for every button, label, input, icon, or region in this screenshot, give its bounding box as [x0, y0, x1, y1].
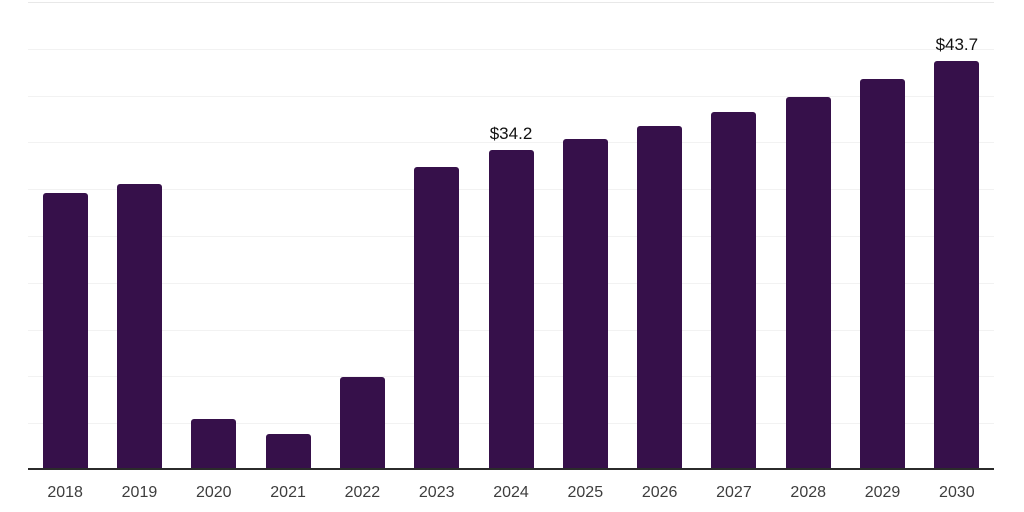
- bar-2027: [711, 112, 757, 470]
- x-tick-2029: 2029: [864, 484, 901, 501]
- value-label-2024: $34.2: [489, 123, 533, 143]
- x-axis-labels: 2018 2019 2020 2021 2022 2023 2024 2025 2026 2027…: [28, 484, 994, 504]
- x-tick-2028: 2028: [790, 484, 827, 501]
- x-tick-2030: 2030: [939, 484, 975, 501]
- bar-2029: [860, 78, 906, 470]
- value-label-2030: $43.7: [935, 34, 979, 54]
- x-tick-2022: 2022: [344, 484, 381, 501]
- bar-2026: [637, 125, 683, 470]
- x-tick-2026: 2026: [641, 484, 678, 501]
- x-tick-2018: 2018: [47, 484, 83, 501]
- bar-2021: [265, 433, 311, 470]
- x-tick-2027: 2027: [716, 484, 752, 501]
- gridline-y50: [28, 2, 994, 3]
- x-axis-line: [28, 468, 994, 470]
- gridline-y40: [28, 95, 994, 97]
- bar-2028: [785, 96, 831, 470]
- bar-2025: [562, 138, 608, 470]
- bar-2020: [191, 418, 237, 470]
- x-tick-2021: 2021: [270, 484, 306, 501]
- bar-2030: [934, 60, 980, 470]
- bar-2019: [116, 183, 162, 470]
- bar-2024: [488, 149, 534, 470]
- bar-2022: [339, 377, 385, 470]
- bar-2023: [414, 166, 460, 470]
- bar-2018: [42, 192, 88, 470]
- plot-area: $34.2 $43.7: [28, 2, 994, 470]
- x-tick-2020: 2020: [195, 484, 232, 501]
- x-tick-2025: 2025: [567, 484, 604, 501]
- x-tick-2023: 2023: [418, 484, 455, 501]
- gridline-y35: [28, 142, 994, 144]
- gridline-y45: [28, 48, 994, 50]
- x-tick-2019: 2019: [121, 484, 158, 501]
- x-tick-2024: 2024: [493, 484, 529, 501]
